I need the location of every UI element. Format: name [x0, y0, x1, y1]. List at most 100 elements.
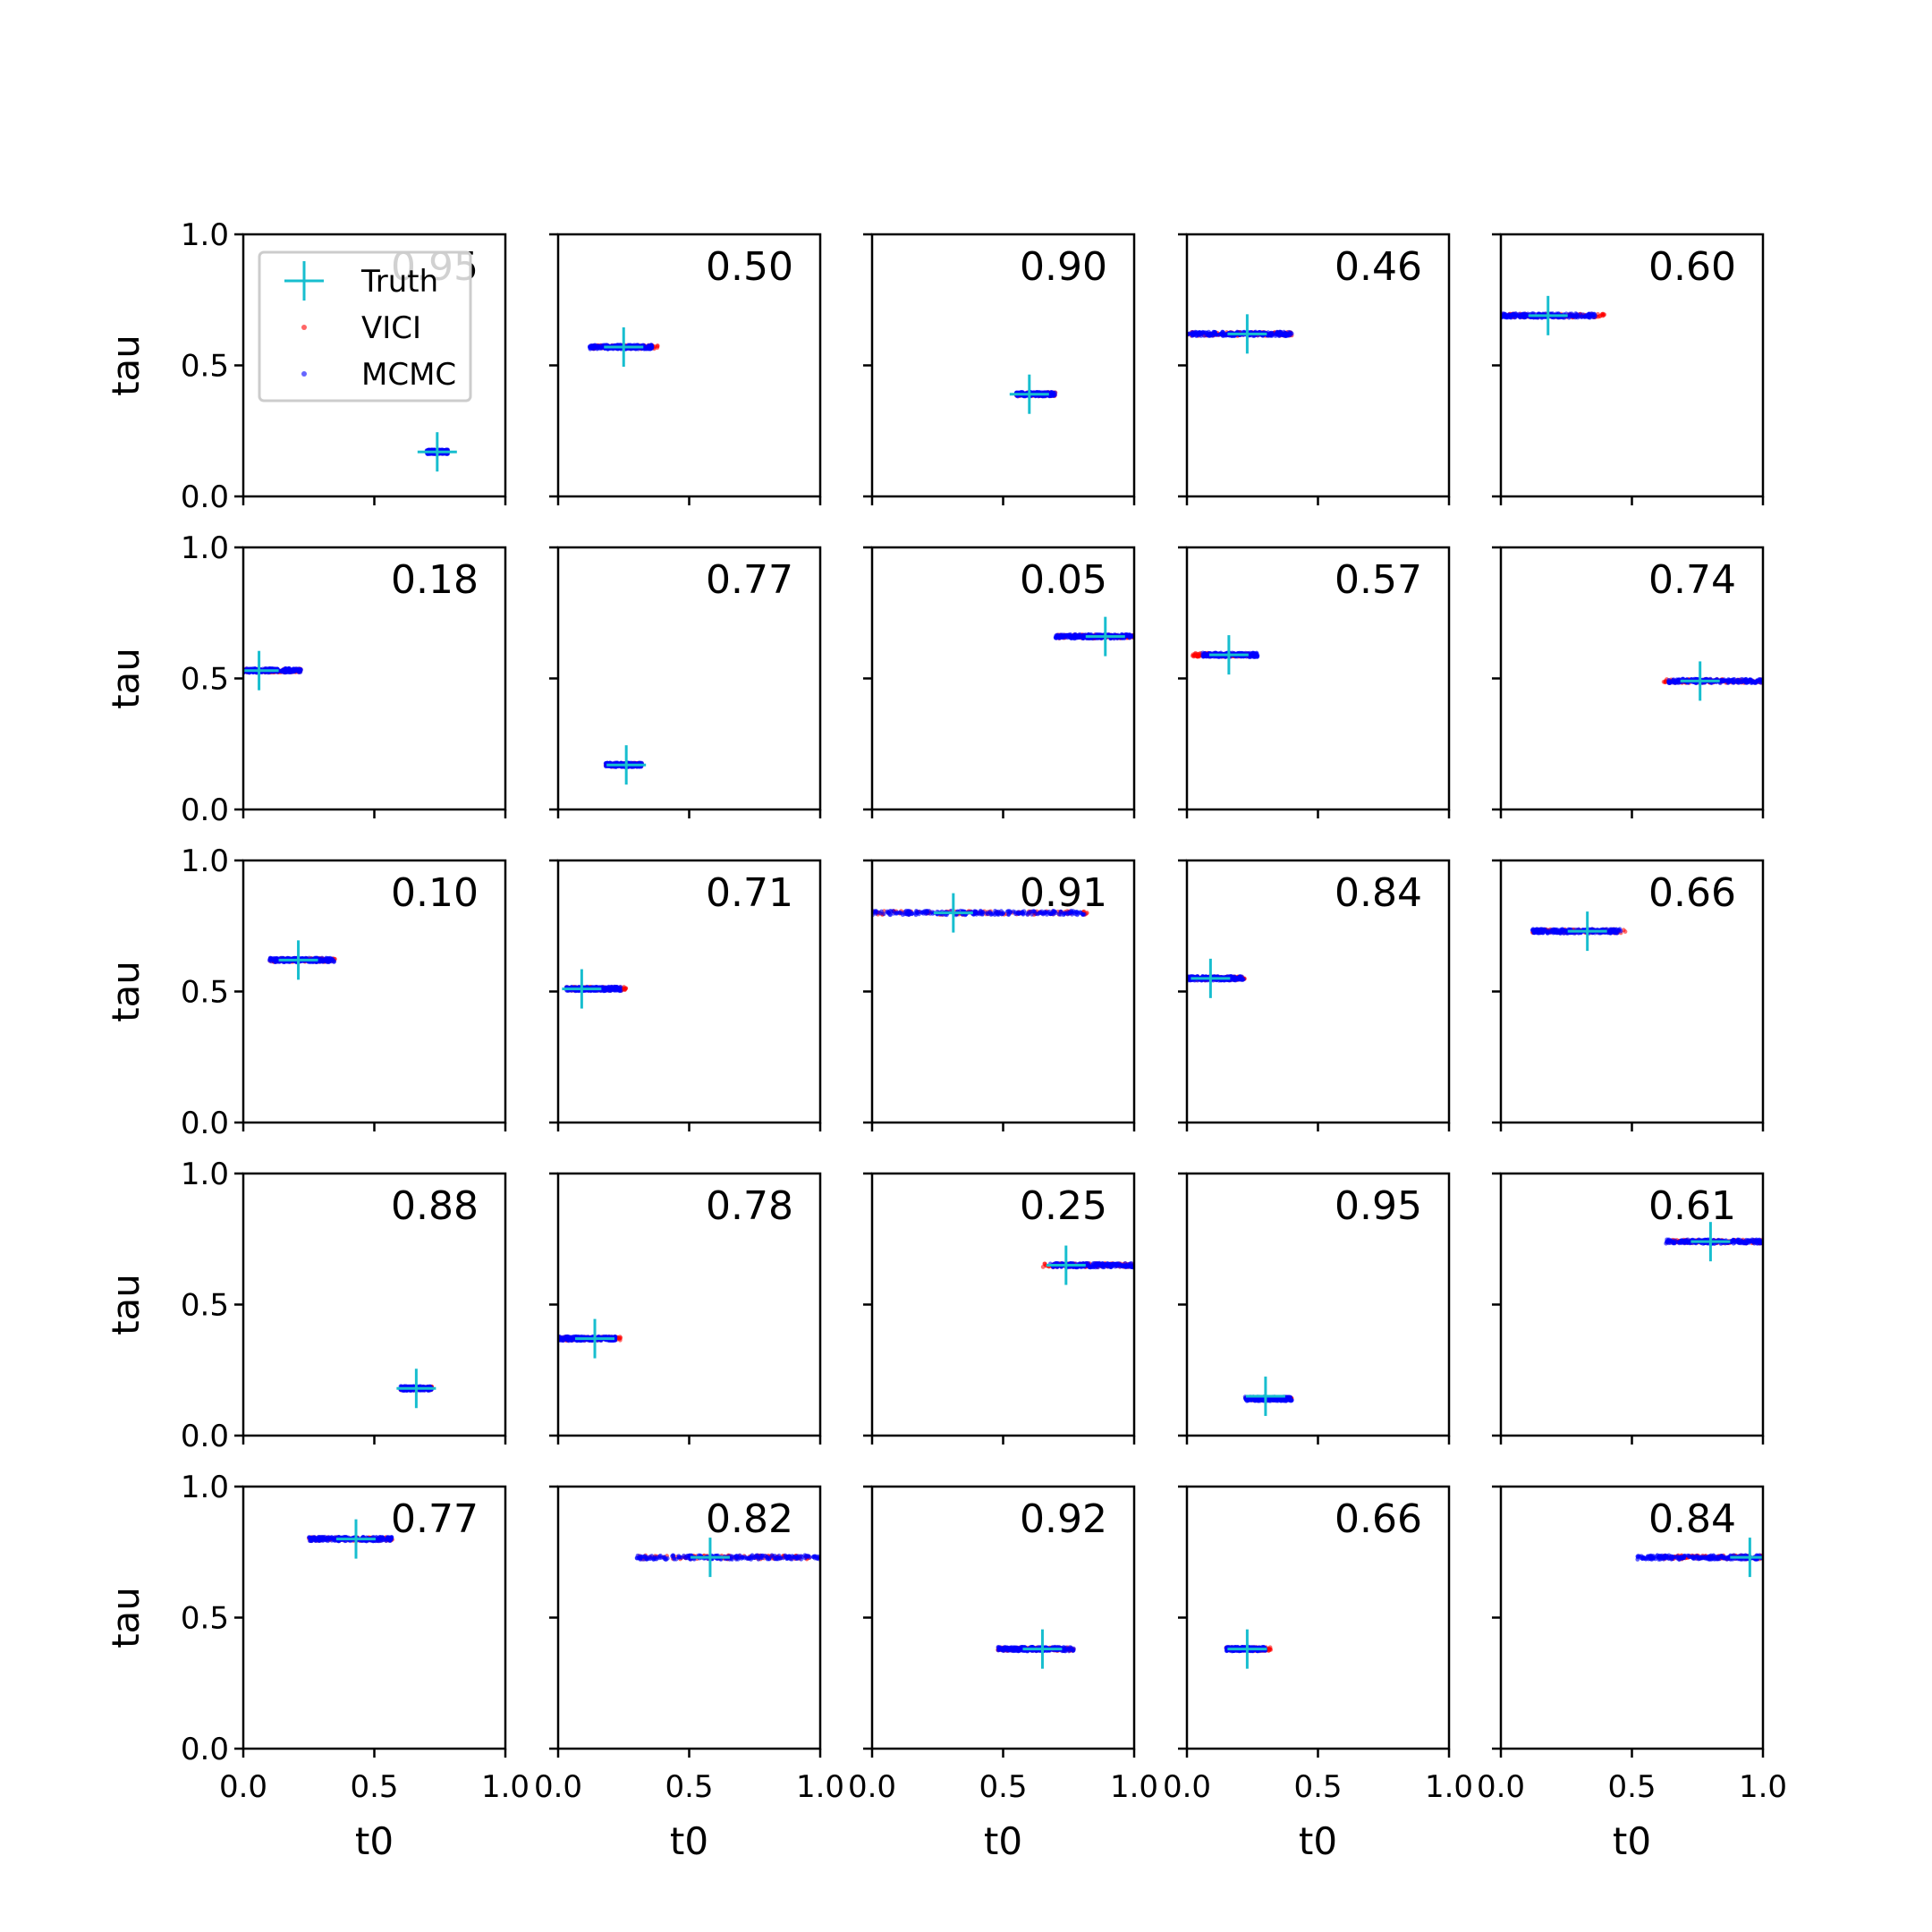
mcmc-point	[1078, 910, 1083, 915]
mcmc-point	[1067, 635, 1072, 640]
panel-score: 0.71	[706, 870, 793, 916]
truth-marker	[1680, 661, 1720, 701]
mcmc-point	[1020, 910, 1025, 915]
mcmc-point	[1013, 911, 1018, 917]
mcmc-point	[1744, 679, 1750, 684]
mcmc-point	[603, 986, 608, 991]
truth-marker	[243, 650, 279, 691]
scatter-points	[1053, 616, 1134, 657]
mcmc-point	[642, 346, 648, 352]
truth-marker	[562, 969, 602, 1009]
truth-marker	[604, 326, 644, 367]
truth-marker	[1528, 295, 1568, 335]
scatter-points	[417, 432, 457, 472]
mcmc-point	[292, 666, 297, 672]
truth-marker	[1009, 374, 1049, 414]
mcmc-point	[279, 668, 284, 674]
mcmc-point	[977, 911, 982, 917]
mcmc-point	[1050, 393, 1055, 398]
truth-marker	[1085, 616, 1125, 657]
mcmc-point	[1517, 315, 1522, 320]
scatter-points	[872, 893, 1089, 933]
mcmc-point	[988, 912, 994, 917]
mcmc-point	[915, 911, 920, 916]
mcmc-point	[599, 344, 605, 350]
y-axis-label: tau	[104, 961, 148, 1022]
mcmc-point	[1048, 911, 1054, 917]
truth-marker	[417, 432, 457, 472]
mcmc-point	[1077, 633, 1082, 639]
mcmc-point	[1277, 329, 1283, 335]
mcmc-point	[1667, 680, 1673, 685]
vici-point	[1597, 313, 1603, 318]
mcmc-point	[1045, 910, 1050, 915]
mcmc-point	[330, 956, 335, 962]
mcmc-point	[1203, 654, 1208, 659]
mcmc-point	[1270, 332, 1275, 337]
mcmc-point	[1056, 911, 1062, 917]
panel-7: 0.77	[549, 546, 822, 818]
scatter-points	[1190, 635, 1260, 675]
mcmc-point	[1591, 312, 1597, 318]
mcmc-point	[1735, 677, 1741, 682]
y-tick-label: 0.0	[181, 1106, 229, 1141]
mcmc-point	[590, 345, 596, 351]
panel-score: 0.57	[1335, 557, 1422, 603]
mcmc-point	[1758, 678, 1763, 682]
scatter-points	[603, 745, 647, 785]
mcmc-point	[972, 910, 977, 914]
mcmc-point	[1252, 654, 1258, 659]
panel-score: 0.74	[1648, 557, 1736, 603]
y-tick-label: 1.0	[181, 530, 229, 566]
y-tick-label: 0.5	[181, 349, 229, 385]
mcmc-point	[1028, 910, 1033, 914]
mcmc-point	[286, 668, 292, 674]
mcmc-point	[897, 910, 902, 915]
mcmc-point	[1676, 677, 1682, 682]
mcmc-point	[919, 910, 925, 915]
mcmc-point	[984, 911, 989, 916]
panel-score: 0.90	[1020, 244, 1107, 290]
y-tick-label: 0.0	[181, 792, 229, 828]
mcmc-point	[1068, 910, 1073, 914]
panel-score: 0.60	[1648, 244, 1736, 290]
mcmc-point	[1517, 311, 1521, 317]
mcmc-point	[885, 909, 890, 914]
mcmc-point	[1583, 313, 1589, 318]
mcmc-point	[298, 666, 303, 672]
mcmc-point	[1057, 634, 1062, 639]
scatter-points	[267, 940, 337, 980]
panel-2: 0.50	[549, 233, 822, 505]
truth-marker	[606, 745, 647, 785]
mcmc-point	[326, 959, 332, 964]
panel-score: 0.05	[1020, 557, 1107, 603]
mcmc-point	[648, 344, 654, 350]
scatter-points	[1661, 661, 1763, 701]
mcmc-point	[1247, 655, 1252, 659]
mcmc-point	[1063, 911, 1068, 916]
mcmc-point	[1508, 313, 1513, 318]
mcmc-point	[1720, 678, 1725, 682]
mcmc-point	[1052, 909, 1057, 914]
mcmc-point	[908, 910, 913, 914]
mcmc-point	[1578, 312, 1583, 318]
mcmc-point	[1080, 632, 1086, 638]
scatter-points	[562, 969, 629, 1009]
vici-point	[1192, 653, 1197, 658]
panel-9: 0.57	[1178, 546, 1451, 818]
mcmc-point	[267, 957, 273, 962]
mcmc-point	[1212, 330, 1217, 335]
y-axis-label: tau	[104, 648, 148, 709]
scatter-points	[1009, 374, 1058, 414]
scatter-points	[1187, 958, 1247, 998]
mcmc-point	[891, 909, 896, 913]
mcmc-point	[1674, 680, 1679, 685]
panel-score: 0.77	[706, 557, 793, 603]
y-tick-label: 0.5	[181, 662, 229, 698]
scatter-points	[243, 650, 303, 691]
y-tick-label: 0.0	[181, 479, 229, 515]
y-tick-label: 1.0	[181, 217, 229, 253]
panel-score: 0.10	[391, 870, 479, 916]
